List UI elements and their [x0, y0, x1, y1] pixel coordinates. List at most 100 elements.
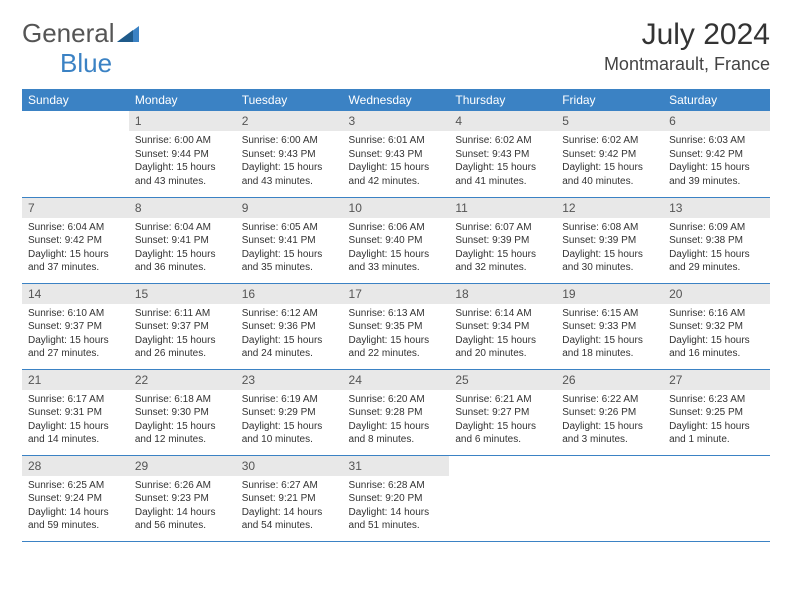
calendar-day-cell: 28Sunrise: 6:25 AMSunset: 9:24 PMDayligh…: [22, 455, 129, 541]
calendar-day-cell: [449, 455, 556, 541]
sunrise-text: Sunrise: 6:27 AM: [242, 479, 337, 493]
day-number: 22: [129, 370, 236, 390]
day-content: Sunrise: 6:01 AMSunset: 9:43 PMDaylight:…: [343, 131, 450, 192]
sunrise-text: Sunrise: 6:13 AM: [349, 307, 444, 321]
calendar-day-cell: [556, 455, 663, 541]
calendar-day-cell: 3Sunrise: 6:01 AMSunset: 9:43 PMDaylight…: [343, 111, 450, 197]
calendar-day-cell: 17Sunrise: 6:13 AMSunset: 9:35 PMDayligh…: [343, 283, 450, 369]
sunset-text: Sunset: 9:37 PM: [28, 320, 123, 334]
day-number: 16: [236, 284, 343, 304]
sunset-text: Sunset: 9:20 PM: [349, 492, 444, 506]
sunset-text: Sunset: 9:37 PM: [135, 320, 230, 334]
day-number: 24: [343, 370, 450, 390]
calendar-day-cell: 30Sunrise: 6:27 AMSunset: 9:21 PMDayligh…: [236, 455, 343, 541]
daylight-text: Daylight: 14 hours and 59 minutes.: [28, 506, 123, 533]
sunrise-text: Sunrise: 6:26 AM: [135, 479, 230, 493]
sunset-text: Sunset: 9:39 PM: [562, 234, 657, 248]
header: General July 2024 Montmarault, France: [22, 18, 770, 75]
calendar-day-cell: [22, 111, 129, 197]
day-content: Sunrise: 6:28 AMSunset: 9:20 PMDaylight:…: [343, 476, 450, 537]
sunrise-text: Sunrise: 6:21 AM: [455, 393, 550, 407]
daylight-text: Daylight: 15 hours and 12 minutes.: [135, 420, 230, 447]
logo: General: [22, 18, 139, 49]
sunrise-text: Sunrise: 6:02 AM: [455, 134, 550, 148]
day-number: 8: [129, 198, 236, 218]
day-content: Sunrise: 6:18 AMSunset: 9:30 PMDaylight:…: [129, 390, 236, 451]
sunset-text: Sunset: 9:21 PM: [242, 492, 337, 506]
daylight-text: Daylight: 15 hours and 3 minutes.: [562, 420, 657, 447]
weekday-header: Sunday: [22, 89, 129, 111]
sunrise-text: Sunrise: 6:28 AM: [349, 479, 444, 493]
day-number: 13: [663, 198, 770, 218]
calendar-day-cell: 22Sunrise: 6:18 AMSunset: 9:30 PMDayligh…: [129, 369, 236, 455]
calendar-day-cell: 10Sunrise: 6:06 AMSunset: 9:40 PMDayligh…: [343, 197, 450, 283]
calendar-day-cell: 16Sunrise: 6:12 AMSunset: 9:36 PMDayligh…: [236, 283, 343, 369]
calendar-day-cell: 18Sunrise: 6:14 AMSunset: 9:34 PMDayligh…: [449, 283, 556, 369]
sunrise-text: Sunrise: 6:23 AM: [669, 393, 764, 407]
calendar-day-cell: 2Sunrise: 6:00 AMSunset: 9:43 PMDaylight…: [236, 111, 343, 197]
day-content: Sunrise: 6:15 AMSunset: 9:33 PMDaylight:…: [556, 304, 663, 365]
sunrise-text: Sunrise: 6:19 AM: [242, 393, 337, 407]
calendar-day-cell: 19Sunrise: 6:15 AMSunset: 9:33 PMDayligh…: [556, 283, 663, 369]
day-number: 29: [129, 456, 236, 476]
sunrise-text: Sunrise: 6:17 AM: [28, 393, 123, 407]
calendar-day-cell: 1Sunrise: 6:00 AMSunset: 9:44 PMDaylight…: [129, 111, 236, 197]
day-content: Sunrise: 6:14 AMSunset: 9:34 PMDaylight:…: [449, 304, 556, 365]
sunset-text: Sunset: 9:41 PM: [242, 234, 337, 248]
sunrise-text: Sunrise: 6:06 AM: [349, 221, 444, 235]
weekday-header: Thursday: [449, 89, 556, 111]
logo-flag-icon: [117, 18, 139, 49]
daylight-text: Daylight: 15 hours and 35 minutes.: [242, 248, 337, 275]
daylight-text: Daylight: 15 hours and 1 minute.: [669, 420, 764, 447]
sunset-text: Sunset: 9:41 PM: [135, 234, 230, 248]
day-content: Sunrise: 6:17 AMSunset: 9:31 PMDaylight:…: [22, 390, 129, 451]
daylight-text: Daylight: 15 hours and 10 minutes.: [242, 420, 337, 447]
sunrise-text: Sunrise: 6:07 AM: [455, 221, 550, 235]
day-number: 28: [22, 456, 129, 476]
daylight-text: Daylight: 15 hours and 29 minutes.: [669, 248, 764, 275]
day-content: Sunrise: 6:13 AMSunset: 9:35 PMDaylight:…: [343, 304, 450, 365]
sunrise-text: Sunrise: 6:11 AM: [135, 307, 230, 321]
day-number: 17: [343, 284, 450, 304]
logo-line2: Blue: [26, 48, 112, 79]
day-content: Sunrise: 6:08 AMSunset: 9:39 PMDaylight:…: [556, 218, 663, 279]
day-content: Sunrise: 6:22 AMSunset: 9:26 PMDaylight:…: [556, 390, 663, 451]
calendar-day-cell: 5Sunrise: 6:02 AMSunset: 9:42 PMDaylight…: [556, 111, 663, 197]
calendar-week-row: 28Sunrise: 6:25 AMSunset: 9:24 PMDayligh…: [22, 455, 770, 541]
daylight-text: Daylight: 15 hours and 14 minutes.: [28, 420, 123, 447]
day-content: Sunrise: 6:12 AMSunset: 9:36 PMDaylight:…: [236, 304, 343, 365]
day-content: Sunrise: 6:02 AMSunset: 9:42 PMDaylight:…: [556, 131, 663, 192]
daylight-text: Daylight: 15 hours and 37 minutes.: [28, 248, 123, 275]
day-content: Sunrise: 6:07 AMSunset: 9:39 PMDaylight:…: [449, 218, 556, 279]
calendar-day-cell: 23Sunrise: 6:19 AMSunset: 9:29 PMDayligh…: [236, 369, 343, 455]
day-number: 3: [343, 111, 450, 131]
sunset-text: Sunset: 9:38 PM: [669, 234, 764, 248]
day-number: 6: [663, 111, 770, 131]
day-content: Sunrise: 6:20 AMSunset: 9:28 PMDaylight:…: [343, 390, 450, 451]
sunset-text: Sunset: 9:36 PM: [242, 320, 337, 334]
day-content: Sunrise: 6:00 AMSunset: 9:44 PMDaylight:…: [129, 131, 236, 192]
title-block: July 2024 Montmarault, France: [604, 18, 770, 75]
day-content: Sunrise: 6:19 AMSunset: 9:29 PMDaylight:…: [236, 390, 343, 451]
daylight-text: Daylight: 15 hours and 42 minutes.: [349, 161, 444, 188]
day-number: [556, 456, 663, 460]
sunset-text: Sunset: 9:28 PM: [349, 406, 444, 420]
sunset-text: Sunset: 9:27 PM: [455, 406, 550, 420]
daylight-text: Daylight: 15 hours and 36 minutes.: [135, 248, 230, 275]
day-number: 15: [129, 284, 236, 304]
day-content: Sunrise: 6:27 AMSunset: 9:21 PMDaylight:…: [236, 476, 343, 537]
day-number: [449, 456, 556, 460]
calendar-day-cell: 27Sunrise: 6:23 AMSunset: 9:25 PMDayligh…: [663, 369, 770, 455]
calendar-day-cell: 25Sunrise: 6:21 AMSunset: 9:27 PMDayligh…: [449, 369, 556, 455]
sunset-text: Sunset: 9:23 PM: [135, 492, 230, 506]
day-content: Sunrise: 6:05 AMSunset: 9:41 PMDaylight:…: [236, 218, 343, 279]
day-number: 20: [663, 284, 770, 304]
day-content: Sunrise: 6:11 AMSunset: 9:37 PMDaylight:…: [129, 304, 236, 365]
calendar-week-row: 14Sunrise: 6:10 AMSunset: 9:37 PMDayligh…: [22, 283, 770, 369]
weekday-header: Friday: [556, 89, 663, 111]
day-number: 10: [343, 198, 450, 218]
day-number: 19: [556, 284, 663, 304]
day-content: Sunrise: 6:21 AMSunset: 9:27 PMDaylight:…: [449, 390, 556, 451]
weekday-header: Saturday: [663, 89, 770, 111]
daylight-text: Daylight: 15 hours and 33 minutes.: [349, 248, 444, 275]
